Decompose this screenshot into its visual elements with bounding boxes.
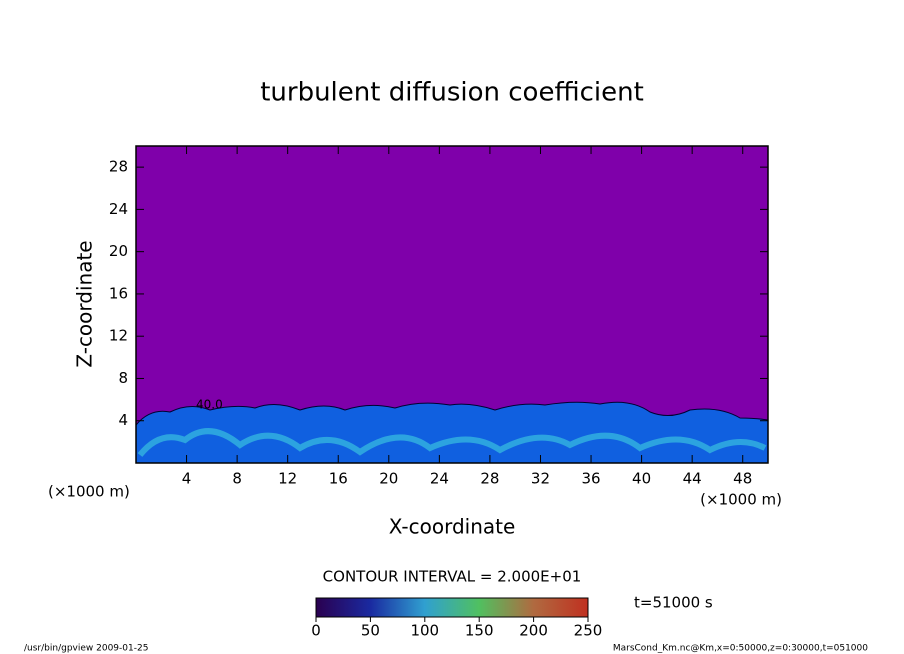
colorbar-tick-label: 150	[465, 622, 494, 640]
colorbar	[315, 597, 589, 618]
x-axis-label: X-coordinate	[389, 515, 516, 539]
y-tick-label: 28	[109, 158, 128, 176]
footer-left: /usr/bin/gpview 2009-01-25	[24, 644, 148, 654]
chart-title: turbulent diffusion coefficient	[260, 78, 644, 108]
plot-frame	[135, 145, 769, 464]
contour-label: 40.0	[196, 398, 223, 412]
y-tick-label: 4	[118, 411, 128, 429]
x-tick-label: 44	[683, 470, 702, 488]
turbulent-detail	[137, 428, 767, 457]
x-unit-label: (×1000 m)	[700, 491, 782, 509]
x-tick-label: 12	[278, 470, 297, 488]
colorbar-tick-label: 50	[361, 622, 380, 640]
x-tick-label: 32	[531, 470, 550, 488]
y-tick-label: 12	[109, 327, 128, 345]
y-tick-label: 16	[109, 284, 128, 302]
y-tick-label: 20	[109, 242, 128, 260]
colorbar-tick-label: 100	[410, 622, 439, 640]
x-tick-label: 4	[182, 470, 192, 488]
x-tick-label: 28	[480, 470, 499, 488]
x-tick-label: 48	[733, 470, 752, 488]
colorbar-tick-label: 200	[519, 622, 548, 640]
x-tick-label: 20	[379, 470, 398, 488]
turbulent-layer	[135, 401, 769, 464]
y-unit-label: (×1000 m)	[48, 483, 130, 501]
y-tick-label: 24	[109, 200, 128, 218]
x-tick-label: 8	[232, 470, 242, 488]
y-axis-label: Z-coordinate	[73, 240, 97, 367]
colorbar-tick-label: 250	[574, 622, 603, 640]
contour-interval: CONTOUR INTERVAL = 2.000E+01	[323, 568, 582, 586]
footer-right: MarsCond_Km.nc@Km,x=0:50000,z=0:30000,t=…	[613, 644, 868, 654]
x-tick-label: 24	[430, 470, 449, 488]
time-label: t=51000 s	[634, 594, 713, 612]
y-tick-label: 8	[118, 369, 128, 387]
x-tick-label: 36	[581, 470, 600, 488]
x-tick-label: 40	[632, 470, 651, 488]
x-tick-label: 16	[329, 470, 348, 488]
colorbar-tick-label: 0	[311, 622, 321, 640]
